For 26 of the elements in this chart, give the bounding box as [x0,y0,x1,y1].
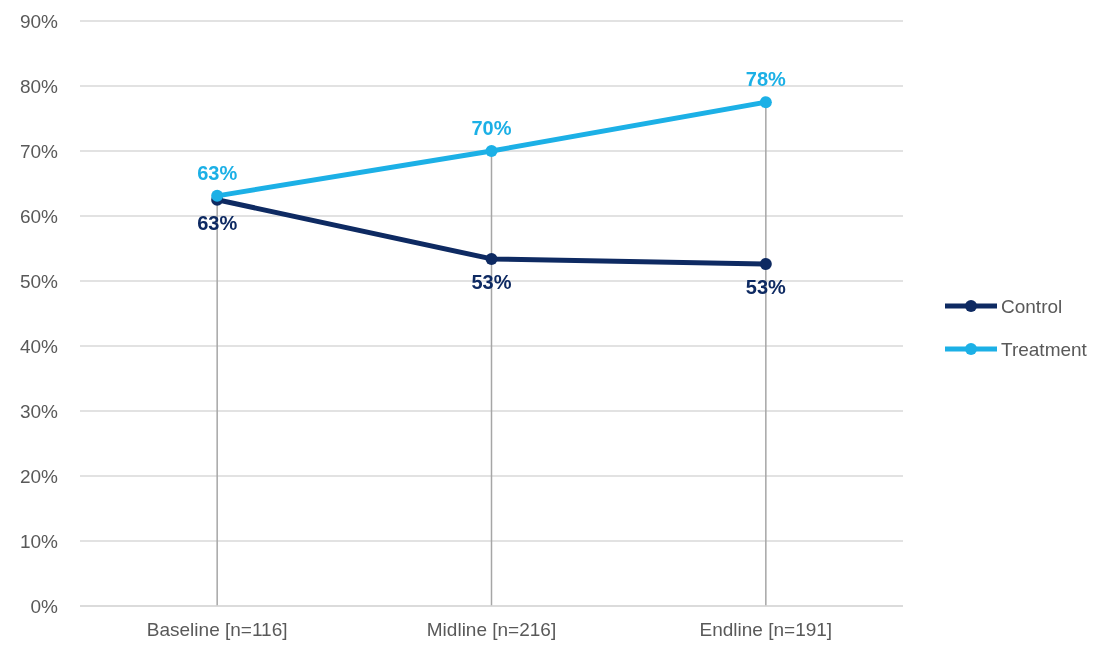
point [485,145,498,157]
point [485,252,498,265]
data-label: 78% [745,68,787,91]
data-label: 63% [197,211,238,234]
point [759,96,772,109]
y-tick-label: 60% [19,205,59,227]
data-label: 53% [471,270,512,293]
data-label: 53% [745,276,787,299]
x-tick-label: Midline [n=216] [426,619,557,640]
y-tick-label: 10% [19,530,59,552]
y-tick-label: 20% [19,465,59,487]
point [211,189,224,202]
legend-label: Control [1001,295,1063,317]
data-label: 63% [197,161,238,184]
x-tick-label: Baseline [n=116] [146,619,288,640]
y-tick-label: 50% [19,270,59,292]
point [759,258,772,271]
y-tick-label: 40% [19,335,59,357]
x-tick-label: Endline [n=191] [699,619,833,640]
y-tick-label: 0% [30,595,59,617]
data-label: 70% [471,117,512,139]
legend-label: Treatment [1001,338,1088,360]
y-tick-label: 30% [19,400,59,422]
y-tick-label: 80% [19,75,59,97]
y-tick-label: 70% [19,140,59,162]
y-tick-label: 90% [19,10,59,32]
